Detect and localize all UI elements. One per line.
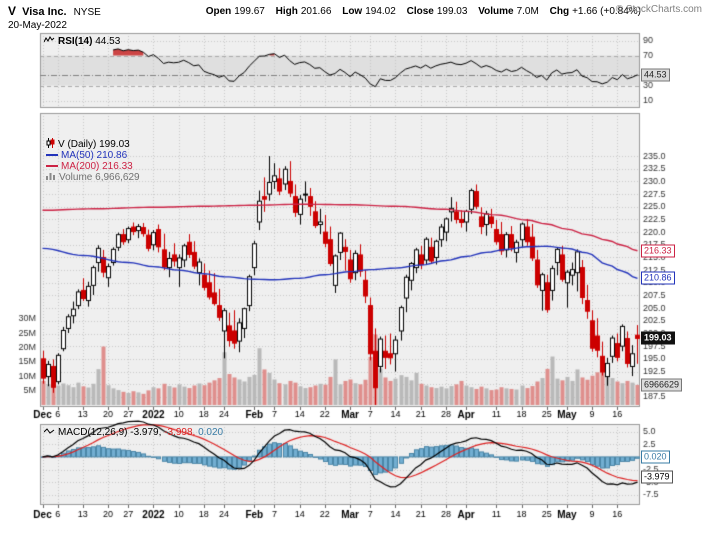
ma200-value-tag: 216.33 [641, 244, 675, 258]
volume-legend: Volume 6,966,629 [46, 172, 140, 183]
ma50-legend: MA(50) 210.86 [46, 150, 127, 161]
quote-label: High [275, 6, 298, 17]
quote-value: 201.66 [300, 6, 332, 17]
ma50-legend-label: MA(50) 210.86 [61, 150, 128, 161]
rsi-legend: RSI(14) 44.53 [43, 36, 121, 48]
ma200-legend: MA(200) 216.33 [46, 161, 133, 172]
volume-bars-icon [46, 172, 56, 183]
macd-value-tag: -3.979 [641, 470, 673, 484]
macd-legend: MACD(12,26,9) -3.979, -3.998, 0.020 [43, 427, 224, 439]
copyright-link[interactable]: © StockCharts.com [615, 4, 702, 15]
ma200-line-icon [46, 165, 58, 168]
rsi-line-icon [43, 36, 55, 47]
price-legend-label: V (Daily) [58, 139, 97, 151]
quote-summary: Open 199.67 High 201.66 Low 194.02 Close 199… [206, 6, 649, 17]
macd-legend-label: MACD(12,26,9) [58, 427, 128, 439]
quote-value: 199.03 [436, 6, 468, 17]
quote-label: Open [205, 6, 232, 17]
quote-value: 194.02 [365, 6, 396, 17]
ma50-line-icon [46, 154, 58, 157]
ticker-symbol: V [8, 4, 17, 18]
quote-value: 199.67 [234, 6, 265, 17]
macd-hist-value: 0.020 [198, 427, 224, 439]
volume-value-tag: 6966629 [641, 378, 683, 392]
candlestick-icon [46, 138, 55, 151]
ma200-legend-label: MA(200) 216.33 [61, 161, 133, 172]
quote-value: +1.66 (+0.84%) [572, 6, 641, 17]
rsi-value-tag: 44.53 [641, 68, 670, 82]
quote-label: Chg [549, 6, 570, 17]
ma50-value-tag: 210.86 [641, 271, 675, 285]
company-name: Visa Inc. [22, 6, 67, 18]
ticker-title: V Visa Inc. NYSE [8, 4, 101, 18]
volume-legend-label: Volume 6,966,629 [59, 172, 140, 184]
macd-signal-value: -3.998, [164, 427, 196, 439]
chart-date: 20-May-2022 [8, 20, 67, 31]
price-legend: V (Daily) 199.03 [46, 138, 130, 151]
macd-line-icon [43, 427, 55, 438]
quote-label: Volume [478, 6, 514, 17]
close-value-tag: 199.03 [641, 331, 675, 345]
rsi-legend-value: 44.53 [95, 36, 121, 48]
price-legend-value: 199.03 [99, 139, 130, 151]
macd-legend-value: -3.979, [130, 427, 162, 439]
rsi-legend-label: RSI(14) [58, 36, 93, 48]
quote-label: Close [406, 6, 434, 17]
macd-hist-tag: 0.020 [641, 450, 670, 464]
quote-value: 7.0M [516, 6, 539, 17]
exchange-name: NYSE [73, 7, 101, 18]
quote-label: Low [342, 6, 363, 17]
